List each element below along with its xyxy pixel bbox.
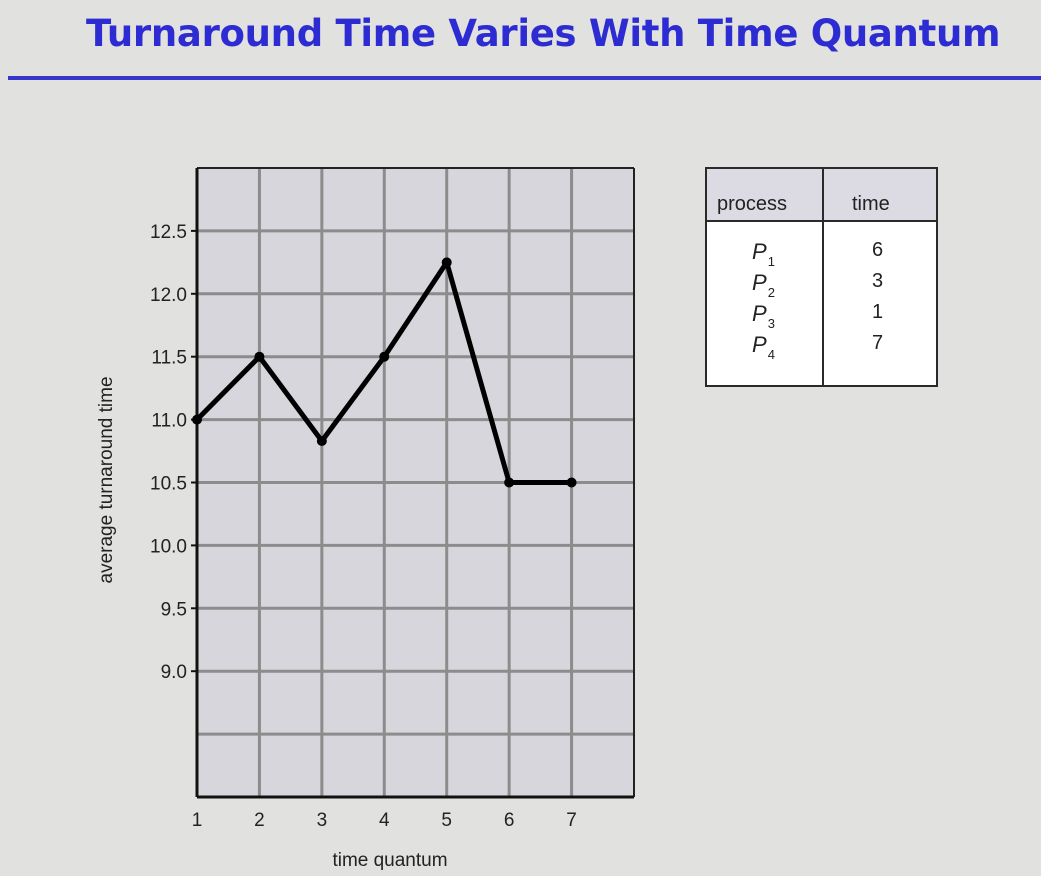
process-letter: P [752,332,767,357]
y-tick-label: 11.5 [151,348,187,369]
y-tick-label: 9.0 [161,662,187,683]
process-name: P3 [752,301,775,331]
chart-plot-area: 9.0 9.5 10.0 10.5 11.0 11.5 12.0 12.5 1 2 3 4 5 6 7 tim… [96,167,635,871]
x-tick-label: 6 [504,810,515,831]
table-row: P4 7 [707,332,936,363]
column-divider [822,169,824,385]
x-tick-label: 4 [379,810,390,831]
process-letter: P [752,270,767,295]
y-tick-label: 10.5 [150,474,187,495]
process-index: 4 [767,347,775,362]
process-time-table: process time P1 6 P2 3 P3 1 P4 7 [705,167,938,387]
header-time: time [852,193,890,215]
process-name: P4 [752,332,775,362]
process-name: P2 [752,270,775,300]
x-tick-label: 2 [254,810,265,831]
slide-title: Turnaround Time Varies With Time Quantum [86,12,1001,55]
data-point [379,351,390,362]
y-tick-label: 12.5 [150,222,187,243]
x-axis-title: time quantum [332,850,447,871]
process-time: 3 [872,270,884,292]
table-row: P3 1 [707,301,936,332]
data-point [254,351,265,362]
process-time: 6 [872,239,884,261]
data-point [504,477,515,488]
table-row: P2 3 [707,270,936,301]
process-letter: P [752,239,767,264]
process-time: 1 [872,301,884,323]
header-process: process [717,193,788,215]
x-tick-label: 7 [566,810,577,831]
process-letter: P [752,301,767,326]
y-tick-label: 10.0 [150,536,187,557]
process-index: 2 [767,285,775,300]
y-tick-label: 9.5 [161,599,187,620]
table-header: process time [707,169,936,222]
x-tick-label: 5 [441,810,452,831]
data-point [566,477,577,488]
process-index: 1 [767,254,775,269]
y-axis-title: average turnaround time [96,376,117,583]
x-tick-label: 3 [317,810,328,831]
table-row: P1 6 [707,239,936,270]
process-time: 7 [872,332,884,354]
data-point [316,435,327,446]
process-name: P1 [752,239,775,269]
data-point [192,414,202,425]
y-tick-label: 12.0 [150,285,187,306]
title-rule [8,76,1041,80]
y-tick-label: 11.0 [151,411,187,432]
data-point [441,257,452,268]
x-tick-label: 1 [192,810,203,831]
process-index: 3 [767,316,775,331]
